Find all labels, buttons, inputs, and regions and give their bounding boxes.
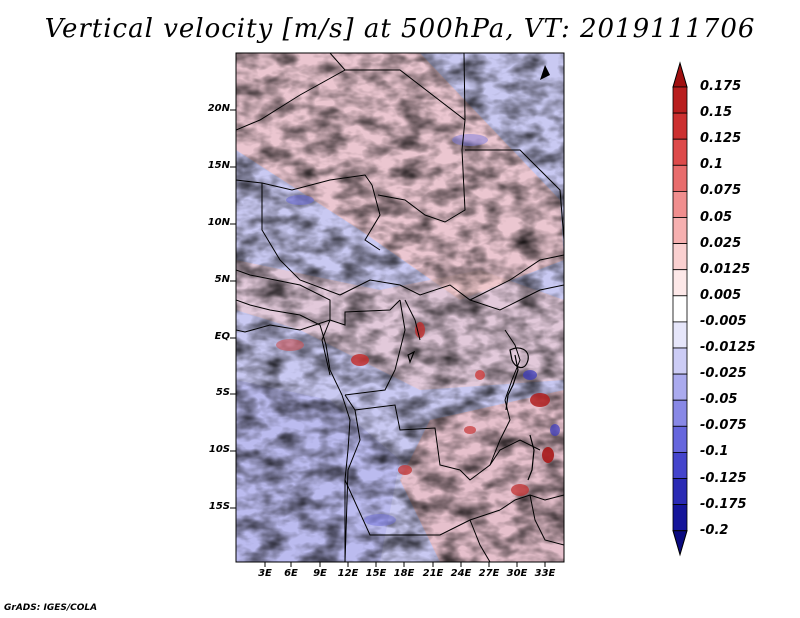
colorbar-level-label: 0.025 <box>700 235 742 251</box>
lat-label-5s: 5S <box>215 387 230 398</box>
map-frame <box>235 52 565 563</box>
strong-downdraft-cells <box>286 134 560 526</box>
lon-label-12e: 12E <box>337 568 359 579</box>
colorbar-swatch <box>672 243 688 271</box>
colorbar-level-label: -0.1 <box>700 444 729 460</box>
colorbar-swatch <box>672 504 688 532</box>
colorbar-level-label: 0.05 <box>700 209 733 225</box>
colorbar-level-label: 0.075 <box>700 183 742 199</box>
colorbar-bottom-arrow <box>672 530 688 557</box>
colorbar-level-label: -0.175 <box>700 496 747 512</box>
lon-label-3e: 3E <box>258 568 272 579</box>
country-borders <box>236 53 564 562</box>
colorbar-swatch <box>672 425 688 453</box>
lat-label-eq: EQ <box>214 331 230 342</box>
lat-label-10n: 10N <box>207 217 230 228</box>
field-texture-red <box>236 53 564 562</box>
colorbar-swatch <box>672 295 688 323</box>
colorbar <box>672 61 688 557</box>
lon-label-24e: 24E <box>450 568 472 579</box>
y-axis-ticks <box>230 109 236 509</box>
colorbar-swatch <box>672 373 688 401</box>
colorbar-level-label: 0.1 <box>700 157 724 173</box>
colorbar-swatch <box>672 86 688 114</box>
lon-label-30e: 30E <box>506 568 528 579</box>
atlantic-coastline <box>236 299 351 562</box>
colorbar-level-label: -0.125 <box>700 470 747 486</box>
colorbar-level-label: -0.05 <box>700 392 738 408</box>
lon-label-21e: 21E <box>422 568 444 579</box>
colorbar-swatch <box>672 269 688 297</box>
colorbar-level-label: 0.175 <box>700 79 742 94</box>
lat-label-20n: 20N <box>207 103 230 114</box>
lon-label-6e: 6E <box>284 568 298 579</box>
colorbar-swatch <box>672 347 688 375</box>
footer-credit: GrADS: IGES/COLA <box>4 603 98 613</box>
colorbar-level-label: -0.2 <box>700 522 729 538</box>
velocity-field <box>236 53 564 562</box>
colorbar-swatch <box>672 321 688 349</box>
colorbar-top-arrow <box>672 61 688 88</box>
colorbar-level-label: -0.0125 <box>700 340 756 355</box>
colorbar-level-label: -0.005 <box>700 313 747 329</box>
colorbar-level-label: 0.125 <box>700 131 742 147</box>
x-axis-ticks <box>264 562 546 567</box>
small-island <box>540 65 550 80</box>
strong-updraft-cells <box>276 322 554 496</box>
colorbar-level-label: -0.075 <box>700 418 747 434</box>
lon-label-27e: 27E <box>478 568 500 579</box>
colorbar-swatch <box>672 190 688 218</box>
colorbar-swatch <box>672 112 688 140</box>
lon-label-33e: 33E <box>534 568 556 579</box>
colorbar-swatch <box>672 217 688 245</box>
colorbar-swatch <box>672 164 688 192</box>
lat-label-10s: 10S <box>208 444 230 455</box>
lat-label-15n: 15N <box>207 160 230 171</box>
colorbar-swatch <box>672 399 688 427</box>
lon-label-9e: 9E <box>313 568 327 579</box>
lon-label-18e: 18E <box>393 568 415 579</box>
colorbar-level-label: 0.0125 <box>700 261 751 277</box>
lat-label-15s: 15S <box>208 501 230 512</box>
colorbar-swatch <box>672 138 688 166</box>
lon-label-15e: 15E <box>365 568 387 579</box>
colorbar-swatch <box>672 451 688 479</box>
colorbar-level-label: 0.15 <box>700 105 733 121</box>
colorbar-swatch <box>672 478 688 506</box>
chart-title: Vertical velocity [m/s] at 500hPa, VT: 2… <box>44 14 756 44</box>
lakes <box>407 347 535 481</box>
colorbar-level-label: 0.005 <box>700 287 742 303</box>
lat-label-5n: 5N <box>214 274 230 285</box>
colorbar-level-label: -0.025 <box>700 366 747 382</box>
